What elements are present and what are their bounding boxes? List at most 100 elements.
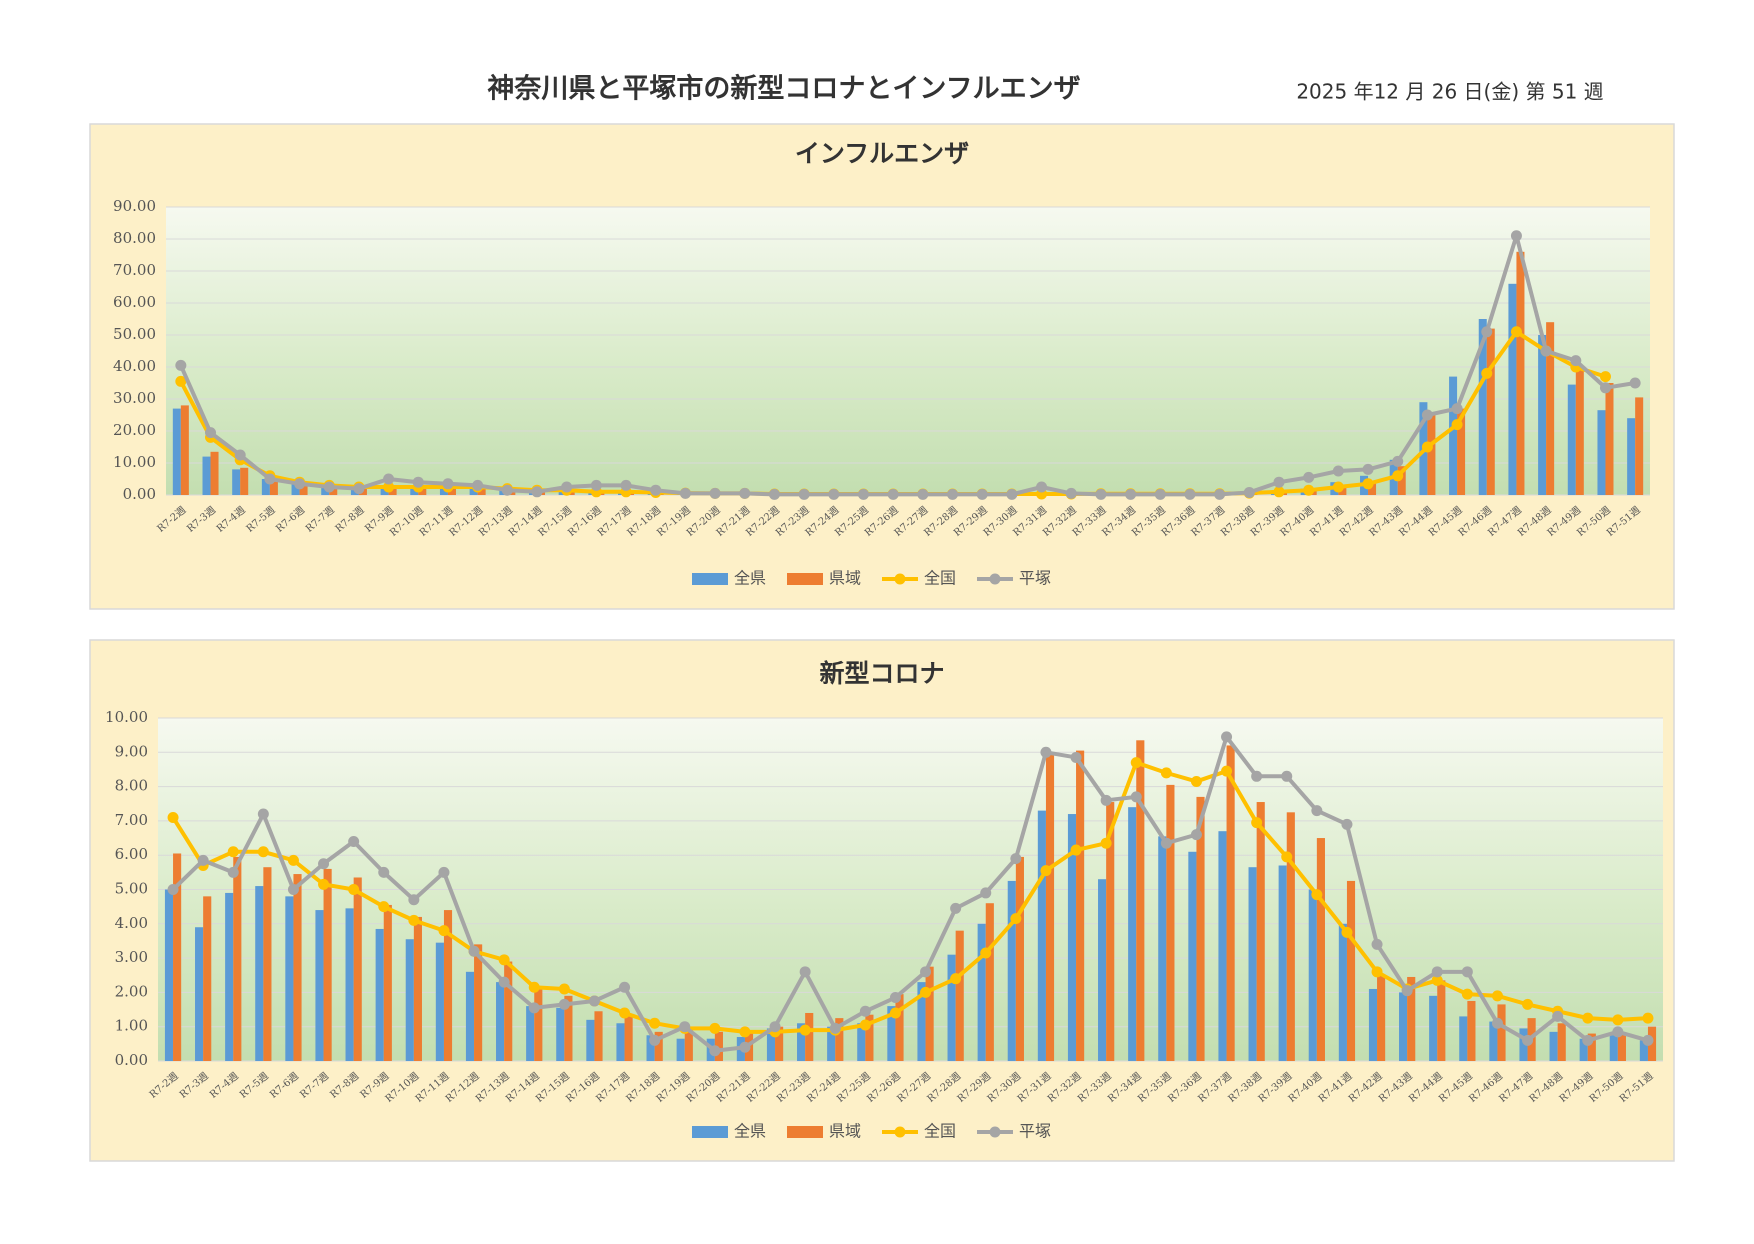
bar xyxy=(474,944,483,1061)
y-tick-label: 0.00 xyxy=(115,1051,148,1069)
bar xyxy=(299,483,308,495)
line-marker xyxy=(234,449,246,461)
bar xyxy=(1248,867,1257,1061)
bar xyxy=(1437,980,1446,1061)
line-marker xyxy=(531,486,543,498)
line-marker xyxy=(1251,817,1263,829)
line-marker xyxy=(798,488,810,500)
bar xyxy=(1286,812,1295,1061)
line-marker xyxy=(1070,844,1082,856)
bar xyxy=(594,1011,603,1061)
line xyxy=(171,734,1649,1053)
bar xyxy=(887,1006,896,1061)
bar xyxy=(1166,784,1175,1061)
page-title: 神奈川県と平塚市の新型コロナとインフルエンザ xyxy=(487,73,1080,105)
bar xyxy=(1188,851,1197,1061)
bar xyxy=(164,889,174,1061)
bar xyxy=(225,892,234,1061)
bar xyxy=(263,867,272,1061)
line-marker xyxy=(438,866,450,878)
bar xyxy=(180,405,189,495)
line-marker xyxy=(1642,1012,1654,1024)
legend-label: 全国 xyxy=(924,569,956,588)
y-tick-label: 0.00 xyxy=(123,485,156,503)
line-marker xyxy=(799,1024,811,1036)
line-marker xyxy=(650,484,662,496)
bar xyxy=(1579,1038,1588,1061)
line-marker xyxy=(1612,1014,1624,1026)
bar xyxy=(775,1026,784,1061)
line-marker xyxy=(799,966,811,978)
bar xyxy=(1567,384,1576,495)
y-tick-label: 80.00 xyxy=(113,229,156,247)
bar xyxy=(321,487,330,495)
line-marker xyxy=(1130,791,1142,803)
legend-swatch xyxy=(989,573,1001,585)
bar xyxy=(1067,814,1077,1061)
line-marker xyxy=(709,487,721,499)
bar xyxy=(345,908,354,1061)
line-marker xyxy=(318,858,330,870)
legend-label: 全県 xyxy=(734,1122,766,1141)
bar xyxy=(375,928,384,1061)
bar xyxy=(564,995,573,1061)
bar xyxy=(261,479,270,495)
line-marker xyxy=(1570,355,1582,367)
bar xyxy=(835,1018,844,1061)
line-marker xyxy=(920,966,932,978)
y-tick-label: 5.00 xyxy=(115,880,148,898)
line-marker xyxy=(1160,837,1172,849)
line-marker xyxy=(1281,851,1293,863)
y-tick-label: 20.00 xyxy=(113,421,156,439)
line-marker xyxy=(829,1022,841,1034)
line-marker xyxy=(1421,409,1433,421)
line-marker xyxy=(649,1034,661,1046)
bar xyxy=(443,910,453,1061)
line-marker xyxy=(1522,1034,1534,1046)
line-marker xyxy=(950,973,962,985)
line-marker xyxy=(947,488,959,500)
bar xyxy=(418,488,427,495)
bar xyxy=(977,923,986,1061)
line-marker xyxy=(590,479,602,491)
line-marker xyxy=(1582,1012,1594,1024)
chart-title: インフルエンザ xyxy=(795,139,969,168)
bar xyxy=(947,954,956,1061)
bar xyxy=(827,1026,836,1061)
bar xyxy=(1076,750,1085,1061)
bar xyxy=(865,1014,874,1061)
legend-label: 平塚 xyxy=(1019,1122,1051,1141)
line-marker xyxy=(1642,1034,1654,1046)
legend-swatch xyxy=(692,573,728,585)
bar xyxy=(1045,754,1055,1061)
y-tick-label: 3.00 xyxy=(115,948,148,966)
bar xyxy=(1639,1040,1648,1061)
line-marker xyxy=(205,427,217,439)
line-marker xyxy=(889,992,901,1004)
bar xyxy=(1346,880,1356,1061)
line-marker xyxy=(1481,367,1493,379)
bar xyxy=(714,1031,723,1061)
bar xyxy=(195,927,204,1061)
bar xyxy=(925,966,934,1061)
line-marker xyxy=(887,488,899,500)
line-marker xyxy=(1154,488,1166,500)
line-marker xyxy=(1451,419,1463,431)
bar xyxy=(203,896,212,1061)
line-marker xyxy=(1095,488,1107,500)
line-marker xyxy=(227,866,239,878)
bar xyxy=(1587,1033,1596,1061)
bar xyxy=(1128,807,1137,1061)
line-marker xyxy=(1332,481,1344,493)
bar xyxy=(469,488,478,495)
line-marker xyxy=(1510,326,1522,338)
bar xyxy=(1427,415,1436,495)
bar xyxy=(1136,740,1145,1061)
bar xyxy=(323,868,332,1061)
line-marker xyxy=(1251,770,1263,782)
legend-label: 県域 xyxy=(829,569,861,588)
line-marker xyxy=(1599,371,1611,383)
legend-label: 全県 xyxy=(734,569,766,588)
line-marker xyxy=(1362,463,1374,475)
